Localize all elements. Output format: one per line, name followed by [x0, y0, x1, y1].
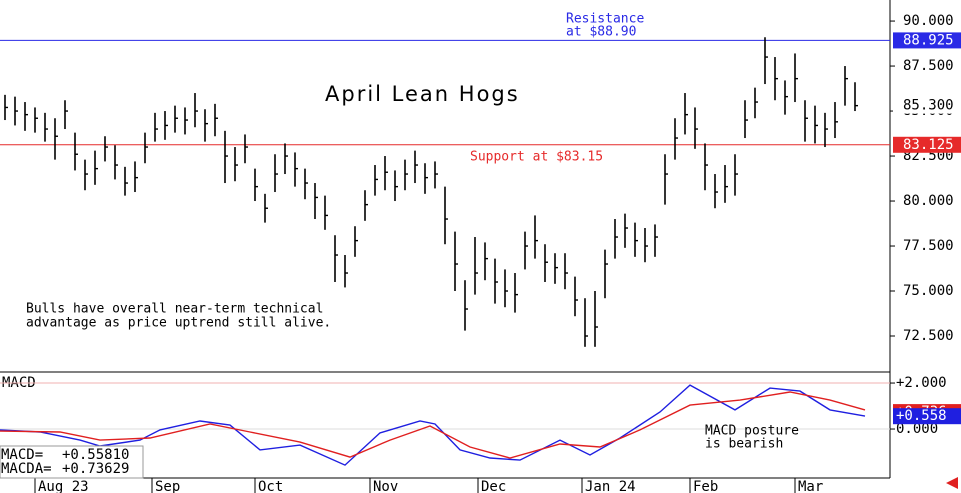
y-tick-label: 0.000 [896, 421, 938, 437]
last-price-label: 85.300 [903, 98, 954, 114]
y-tick-label: 77.500 [903, 238, 954, 254]
value-marker-label: +0.558 [896, 408, 947, 424]
level-box [893, 32, 961, 49]
chart-title: April Lean Hogs [325, 82, 520, 106]
level-note: Resistance [566, 12, 644, 27]
x-tick-label: Feb [693, 479, 718, 493]
x-tick-label: Jan 24 [585, 479, 636, 493]
y-tick-label: 75.000 [903, 283, 954, 299]
y-tick-label: 87.500 [903, 58, 954, 74]
readout-value: +0.73629 [62, 461, 129, 477]
level-label: 83.125 [903, 137, 954, 153]
annotation: MACD posture [705, 424, 799, 439]
x-tick-label: Oct [258, 479, 283, 493]
y-tick-label: 72.500 [903, 328, 954, 344]
y-tick-label: 90.000 [903, 13, 954, 29]
annotation: is bearish [705, 437, 783, 452]
scroll-arrow-icon[interactable] [946, 477, 958, 489]
last-price-box [893, 97, 961, 114]
readout-name: MACDA= [1, 461, 52, 477]
macd-line [0, 391, 866, 459]
level-label: 88.925 [903, 32, 954, 48]
x-tick-label: Sep [155, 479, 180, 493]
x-tick-label: Nov [373, 479, 398, 493]
annotation: Bulls have overall near-term technical [26, 302, 323, 317]
y-tick-label: 80.000 [903, 193, 954, 209]
readout-value: +0.55810 [62, 447, 129, 463]
level-box [893, 136, 961, 153]
readout-box [0, 445, 144, 479]
value-marker-box [893, 408, 961, 425]
level-note: Support at $83.15 [470, 149, 603, 164]
level-note: at $88.90 [566, 25, 636, 40]
y-tick-label: +2.000 [896, 375, 947, 391]
readout-name: MACD= [1, 447, 43, 463]
x-tick-label: Aug 23 [38, 479, 89, 493]
annotation: advantage as price uptrend still alive. [26, 316, 331, 331]
x-tick-label: Dec [481, 479, 506, 493]
x-tick-label: Mar [798, 479, 823, 493]
